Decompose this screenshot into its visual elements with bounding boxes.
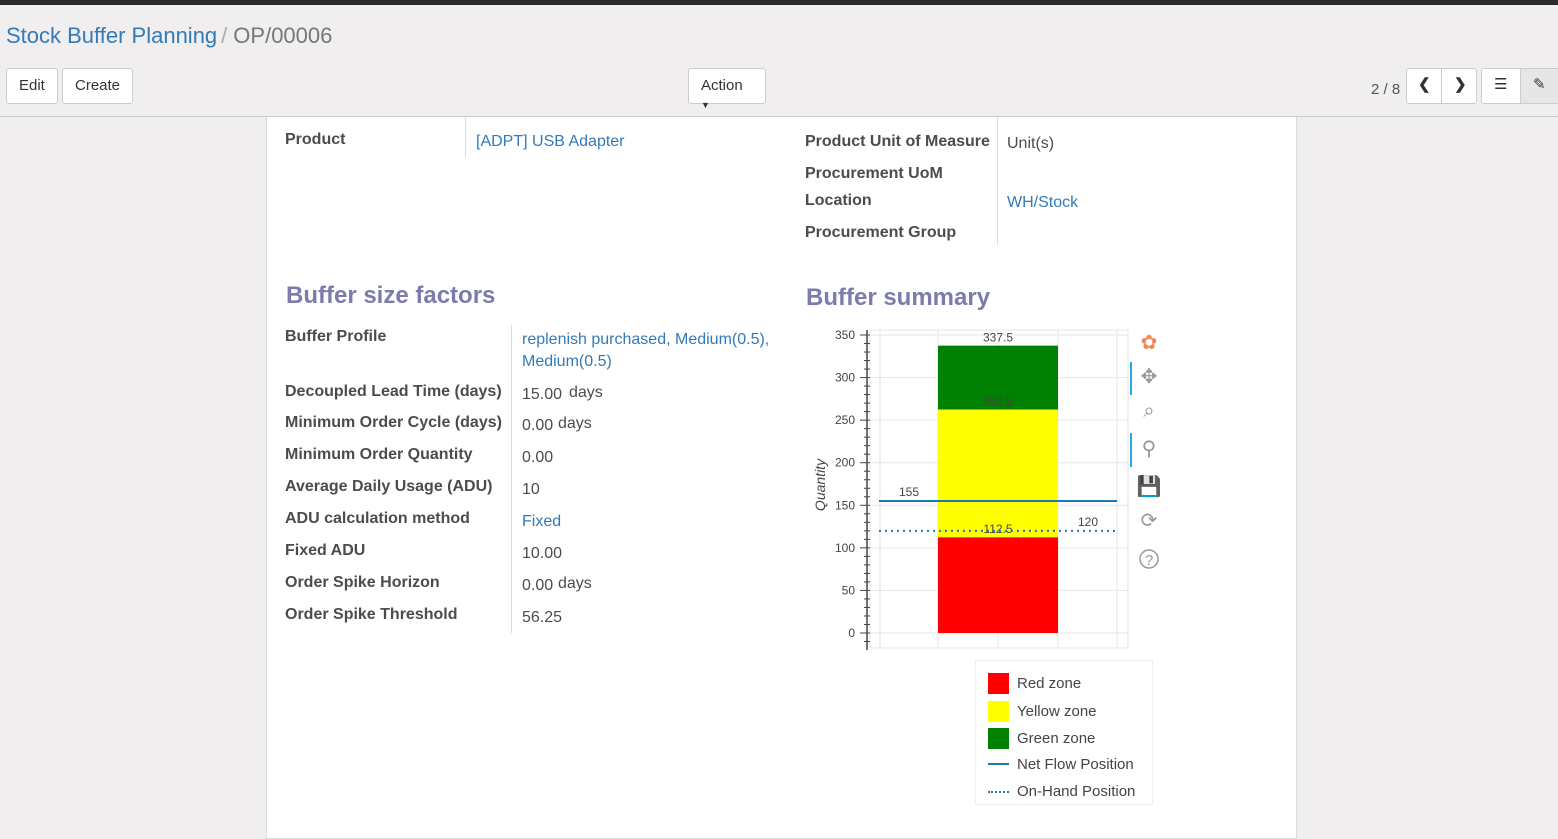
- factor-label: Buffer Profile: [285, 328, 387, 345]
- bar-segment-yellow-zone: [938, 409, 1058, 538]
- wheel-zoom-icon[interactable]: ⚲: [1142, 438, 1157, 460]
- help-icon[interactable]: ?: [1145, 552, 1153, 569]
- legend-label: On-Hand Position: [1017, 783, 1136, 800]
- factor-value: 15.00: [522, 386, 563, 403]
- buffer-summary-title: Buffer summary: [806, 284, 991, 311]
- box-zoom-icon[interactable]: ⌕: [1143, 400, 1154, 422]
- legend-label: Green zone: [1017, 730, 1096, 747]
- factor-value: 0.00: [522, 417, 554, 434]
- action-dropdown[interactable]: Action ▼: [688, 68, 766, 110]
- reset-icon[interactable]: ⟳: [1141, 510, 1158, 532]
- y-tick-label: 250: [835, 413, 855, 427]
- on-hand-label: 120: [1078, 515, 1098, 529]
- edit-icon: ✎: [1533, 76, 1546, 93]
- form-view-button[interactable]: ✎: [1520, 68, 1558, 104]
- save-icon[interactable]: 💾: [1137, 474, 1162, 498]
- pager-next-button[interactable]: ❯: [1441, 68, 1477, 104]
- factor-unit: days: [569, 384, 603, 401]
- bar-segment-red-zone: [938, 537, 1058, 633]
- factor-unit: days: [558, 415, 592, 432]
- list-icon: ☰: [1494, 76, 1508, 93]
- legend-label: Red zone: [1017, 675, 1082, 692]
- bar-label: 112.5: [983, 522, 1012, 536]
- product-link[interactable]: [ADPT] USB Adapter: [476, 133, 625, 150]
- factor-label: Fixed ADU: [285, 542, 366, 559]
- legend-line-swatch: [988, 763, 1009, 765]
- factor-value[interactable]: replenish purchased, Medium(0.5),: [522, 331, 770, 348]
- legend-label: Yellow zone: [1017, 702, 1097, 720]
- factor-value: 0.00: [522, 577, 554, 594]
- chevron-right-icon: ❯: [1454, 76, 1467, 93]
- chart-legend: Red zone Yellow zone Green zone Net Flow Po…: [975, 660, 1153, 805]
- buffer-chart: 0 50 100 150 200 250 300 350 Quantity 112.5 262.5 3…: [812, 328, 1162, 650]
- pager-value[interactable]: 2 / 8: [1371, 81, 1401, 98]
- legend-item: On-Hand Position: [988, 783, 1135, 800]
- factor-label: Average Daily Usage (ADU): [285, 478, 493, 495]
- action-label: Action: [701, 77, 743, 94]
- legend-label: Net Flow Position: [1017, 755, 1134, 773]
- create-button[interactable]: Create: [62, 68, 134, 104]
- factor-label: ADU calculation method: [285, 510, 470, 527]
- legend-swatch: [988, 700, 1009, 722]
- bar-label: 262.5: [983, 395, 1013, 409]
- factor-label: Decoupled Lead Time (days): [285, 383, 502, 400]
- factor-label: Order Spike Horizon: [285, 574, 440, 591]
- location-label: Location: [805, 192, 872, 209]
- factor-value: 10: [522, 481, 540, 498]
- factor-value: 10.00: [522, 545, 563, 562]
- legend-item: Red zone: [988, 673, 1081, 694]
- factor-unit: days: [558, 575, 592, 592]
- factor-label: Minimum Order Cycle (days): [285, 414, 502, 431]
- legend-swatch: [988, 728, 1009, 749]
- divider: [465, 117, 466, 157]
- divider: [511, 325, 512, 633]
- factor-value-cont[interactable]: Medium(0.5): [522, 353, 612, 370]
- y-tick-label: 100: [835, 541, 855, 555]
- divider: [997, 117, 998, 245]
- caret-down-icon: ▼: [701, 100, 710, 110]
- y-tick-label: 350: [835, 328, 855, 342]
- factor-value: 56.25: [522, 609, 563, 626]
- y-axis-label: Quantity: [812, 458, 828, 511]
- net-flow-label: 155: [899, 485, 919, 499]
- factor-value[interactable]: Fixed: [522, 513, 562, 530]
- y-tick-label: 150: [835, 498, 855, 512]
- bar-label: 337.5: [983, 331, 1013, 345]
- factor-label: Order Spike Threshold: [285, 606, 458, 623]
- factor-value: 0.00: [522, 449, 554, 466]
- breadcrumb-current: OP/00006: [233, 23, 333, 48]
- product-label: Product: [285, 131, 346, 148]
- procurement-uom-label: Procurement UoM: [805, 165, 943, 182]
- bokeh-logo-icon[interactable]: ✿: [1141, 332, 1158, 354]
- list-view-button[interactable]: ☰: [1481, 68, 1521, 104]
- uom-label: Product Unit of Measure: [805, 133, 990, 150]
- control-panel: Stock Buffer Planning / OP/00006 Edit Crea…: [0, 5, 1558, 117]
- legend-item: Yellow zone: [988, 700, 1097, 722]
- location-link[interactable]: WH/Stock: [1007, 194, 1079, 211]
- procurement-group-label: Procurement Group: [805, 224, 957, 241]
- uom-value: Unit(s): [1007, 135, 1055, 152]
- breadcrumb: Stock Buffer Planning / OP/00006: [6, 23, 333, 48]
- y-tick-label: 50: [842, 583, 856, 597]
- y-tick-label: 300: [835, 371, 855, 385]
- factor-label: Minimum Order Quantity: [285, 446, 473, 463]
- legend-swatch: [988, 673, 1009, 694]
- bar-segment-green-zone: [938, 345, 1058, 410]
- y-tick-label: 200: [835, 456, 855, 470]
- chevron-left-icon: ❮: [1418, 76, 1431, 93]
- pager-previous-button[interactable]: ❮: [1406, 68, 1442, 104]
- help-icon-ring: [1139, 549, 1159, 569]
- legend-line-swatch: [988, 790, 1009, 793]
- edit-button[interactable]: Edit: [6, 68, 58, 104]
- legend-item: Green zone: [988, 728, 1095, 749]
- top-bar: [0, 0, 1558, 5]
- legend-item: Net Flow Position: [988, 756, 1134, 773]
- y-tick-label: 0: [848, 626, 855, 640]
- buffer-size-factors-title: Buffer size factors: [286, 282, 496, 309]
- breadcrumb-parent[interactable]: Stock Buffer Planning: [6, 23, 218, 48]
- pan-icon[interactable]: ✥: [1141, 366, 1158, 388]
